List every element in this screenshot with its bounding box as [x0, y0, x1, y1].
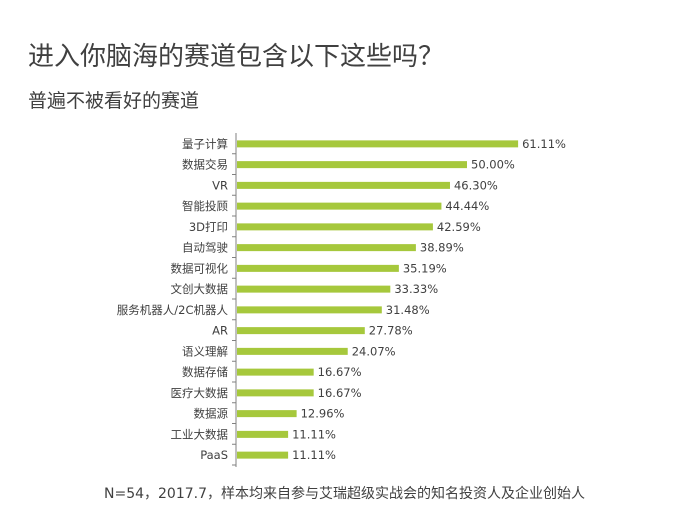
- value-label: 31.48%: [386, 303, 430, 317]
- category-label: VR: [212, 178, 228, 192]
- bar: [237, 264, 399, 272]
- category-label: 数据交易: [182, 158, 228, 172]
- page-title: 进入你脑海的赛道包含以下这些吗？: [28, 42, 445, 72]
- bar: [237, 140, 519, 148]
- value-label: 11.11%: [292, 448, 336, 462]
- value-label: 35.19%: [403, 261, 447, 275]
- bar: [237, 327, 365, 335]
- bar: [237, 223, 433, 231]
- bar: [237, 430, 289, 438]
- category-label: AR: [212, 324, 228, 338]
- category-label: 语义理解: [182, 344, 228, 358]
- value-label: 38.89%: [420, 241, 464, 255]
- bar: [237, 285, 391, 293]
- page-subtitle: 普遍不被看好的赛道: [28, 90, 200, 112]
- category-label: 工业大数据: [171, 427, 229, 441]
- bar: [237, 306, 382, 314]
- category-label: 服务机器人/2C机器人: [117, 303, 229, 317]
- category-label: 数据存储: [182, 365, 228, 379]
- category-label: 自动驾驶: [182, 241, 228, 255]
- bar: [237, 161, 467, 169]
- bar: [237, 347, 348, 355]
- category-label: 数据可视化: [171, 261, 229, 275]
- bar: [237, 181, 450, 189]
- category-label: 文创大数据: [171, 282, 229, 296]
- value-label: 44.44%: [445, 199, 489, 213]
- value-label: 27.78%: [369, 324, 413, 338]
- category-label: 量子计算: [182, 137, 228, 151]
- bar: [237, 389, 314, 397]
- value-label: 11.11%: [292, 427, 336, 441]
- value-label: 24.07%: [352, 344, 396, 358]
- category-label: PaaS: [200, 448, 228, 462]
- bar: [237, 368, 314, 376]
- value-label: 61.11%: [522, 137, 566, 151]
- bar: [237, 451, 289, 459]
- bar: [237, 202, 442, 210]
- bar-chart: 量子计算 61.11% 数据交易 50.00% VR 46.30% 智能投顾 44.44% 3D…: [117, 133, 566, 467]
- bar: [237, 244, 416, 252]
- value-label: 50.00%: [471, 158, 515, 172]
- value-label: 16.67%: [318, 386, 362, 400]
- value-label: 16.67%: [318, 365, 362, 379]
- value-label: 42.59%: [437, 220, 481, 234]
- value-label: 46.30%: [454, 178, 498, 192]
- value-label: 33.33%: [394, 282, 438, 296]
- category-label: 3D打印: [189, 220, 228, 234]
- category-label: 医疗大数据: [171, 386, 229, 400]
- bar: [237, 410, 297, 418]
- footnote: N=54，2017.7，样本均来自参与艾瑞超级实战会的知名投资人及企业创始人: [103, 486, 585, 502]
- category-label: 数据源: [194, 407, 229, 421]
- value-label: 12.96%: [301, 407, 345, 421]
- category-label: 智能投顾: [182, 199, 228, 213]
